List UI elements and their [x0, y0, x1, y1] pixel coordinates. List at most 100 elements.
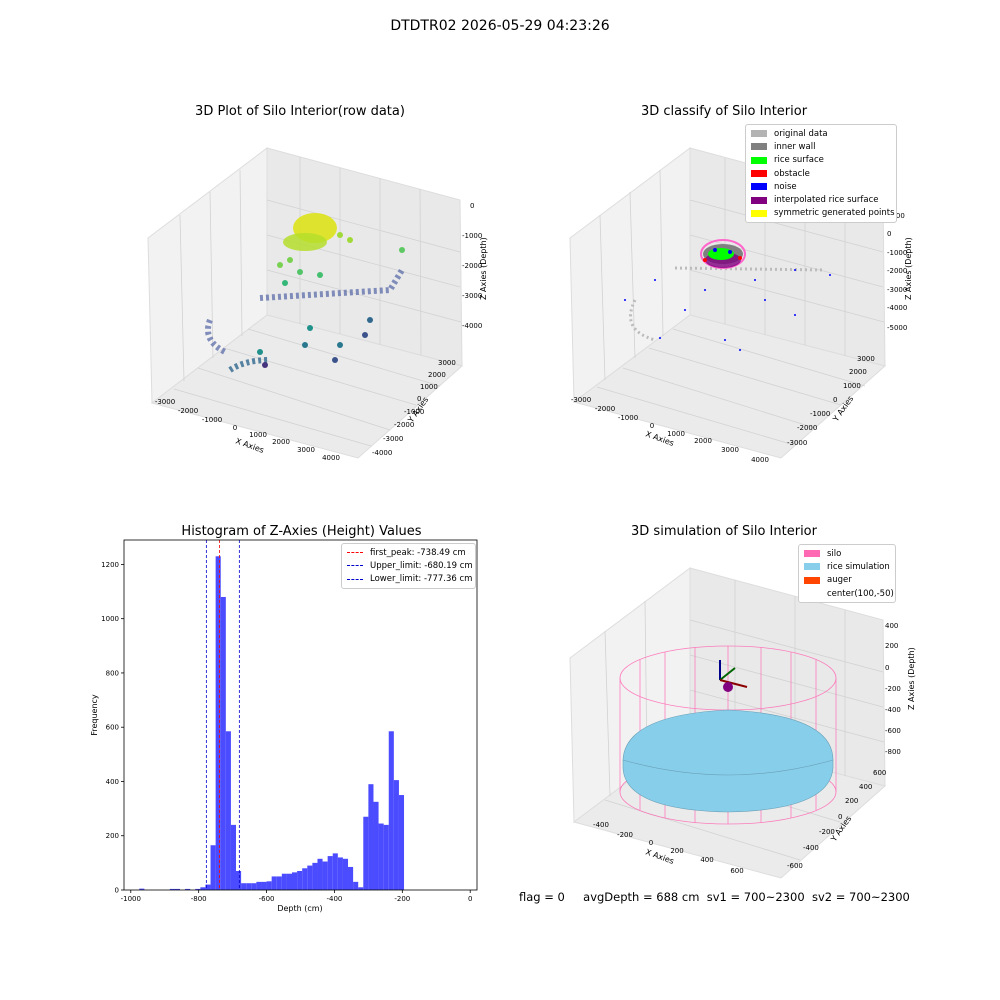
- simulation-y-tick: 400: [859, 783, 872, 791]
- legend-swatch: [751, 170, 767, 178]
- simulation-x-tick: -400: [593, 821, 609, 829]
- histogram-bar: [256, 881, 262, 890]
- simulation-y-tick: -400: [803, 844, 819, 852]
- classify-y-tick: -2000: [797, 424, 817, 432]
- classify-x-tick: -3000: [571, 396, 591, 404]
- histogram-bar: [210, 845, 216, 890]
- histogram-x-tick-label: -200: [394, 895, 410, 903]
- legend-line: [347, 552, 363, 554]
- legend-swatch: [804, 563, 820, 571]
- histogram-x-tick-label: -600: [259, 895, 275, 903]
- legend-label: original data: [774, 128, 828, 139]
- legend-item: center(100,-50): [799, 587, 895, 600]
- legend-swatch: [751, 209, 767, 217]
- histogram-bar: [200, 887, 206, 890]
- raw-y-tick: -1000: [404, 408, 424, 416]
- legend-swatch: [751, 183, 767, 191]
- legend-label: silo: [827, 548, 842, 559]
- legend-label: first_peak: -738.49 cm: [370, 547, 466, 558]
- simulation-x-tick: 400: [700, 856, 713, 864]
- classify-x-tick: 0: [650, 422, 654, 430]
- histogram-bar: [378, 823, 384, 890]
- histogram-bar: [271, 876, 277, 890]
- raw-x-tick: 4000: [322, 454, 340, 462]
- raw-y-tick: 0: [417, 395, 421, 403]
- simulation-legend: silo rice simulation auger center(100,-5…: [798, 544, 896, 604]
- classify-y-tick: 0: [833, 396, 837, 404]
- raw-3d-panes: [147, 146, 464, 459]
- classify-3d-points: [624, 239, 831, 351]
- status-line: flag = 0 avgDepth = 688 cm sv1 = 700~230…: [519, 890, 910, 904]
- histogram-bar: [236, 871, 242, 890]
- histogram-x-tick-label: -400: [326, 895, 342, 903]
- histogram-bar: [139, 888, 145, 890]
- legend-item: first_peak: -738.49 cm: [342, 546, 475, 559]
- raw-3d-x-ticks: -3000 -2000 -1000 0 1000 2000 3000 4000: [155, 398, 340, 462]
- classify-y-tick: 1000: [843, 382, 861, 390]
- legend-label: noise: [774, 181, 797, 192]
- histogram-bar: [322, 861, 328, 890]
- classify-z-tick: 0: [887, 230, 891, 238]
- simulation-y-tick: -200: [819, 828, 835, 836]
- histogram-bar: [169, 888, 175, 890]
- raw-y-tick: 1000: [420, 383, 438, 391]
- histogram-x-ticks: -1000 -800 -600 -400 -200 0: [121, 890, 472, 903]
- classify-plot-title: 3D classify of Silo Interior: [640, 104, 808, 119]
- histogram-bar: [241, 883, 247, 890]
- histogram-bar: [185, 888, 191, 890]
- histogram-x-label: Depth (cm): [277, 904, 322, 913]
- histogram-bar: [337, 857, 343, 890]
- histogram-bar: [302, 868, 308, 890]
- simulation-y-tick: 0: [838, 813, 842, 821]
- raw-x-tick: 0: [233, 424, 237, 432]
- histogram-bar: [276, 876, 282, 890]
- histogram-bar: [342, 858, 349, 890]
- legend-label: rice surface: [774, 155, 824, 166]
- flag-text: flag = 0: [519, 890, 565, 904]
- classify-x-tick: 3000: [721, 446, 739, 454]
- classify-z-tick: -4000: [887, 304, 907, 312]
- legend-item: obstacle: [746, 167, 896, 180]
- histogram-bar: [363, 816, 369, 890]
- histogram-bar: [383, 824, 389, 890]
- histogram-bar: [281, 873, 287, 890]
- classify-z-tick: -5000: [887, 324, 907, 332]
- legend-item: rice surface: [746, 154, 896, 167]
- legend-item: symmetric generated points: [746, 207, 896, 220]
- rice-simulation-surface: [622, 709, 834, 813]
- histogram-bar: [266, 881, 272, 890]
- simulation-3d-z-ticks: 400 200 0 -200 -400 -600 -800: [885, 622, 901, 756]
- simulation-plot-title: 3D simulation of Silo Interior: [631, 524, 817, 539]
- simulation-x-tick: 0: [649, 839, 653, 847]
- histogram-bar: [215, 556, 221, 890]
- figure-title: DTDTR02 2026-05-29 04:23:26: [390, 18, 610, 34]
- simulation-z-axis-label: Z Axies (Depth): [907, 647, 916, 710]
- classify-x-tick: 2000: [694, 437, 712, 445]
- histogram-y-label: Frequency: [90, 694, 99, 736]
- raw-3d-gridlines: [173, 157, 462, 447]
- classify-legend: original data inner wall rice surface ob…: [745, 124, 897, 224]
- legend-swatch: [804, 590, 820, 597]
- legend-swatch: [804, 550, 820, 558]
- legend-line: [347, 565, 363, 567]
- simulation-z-tick: -200: [885, 685, 901, 693]
- simulation-x-tick: 600: [730, 867, 743, 875]
- histogram-bar: [393, 780, 399, 890]
- avg-depth-text: avgDepth = 688 cm: [583, 890, 700, 904]
- auger-marker: [719, 660, 748, 692]
- legend-item: interpolated rice surface: [746, 193, 896, 206]
- histogram-y-ticks: 0 200 400 600 800 1000 1200: [101, 561, 124, 895]
- raw-x-tick: -2000: [178, 407, 198, 415]
- histogram-bar: [286, 873, 293, 890]
- raw-3d-z-ticks: 0 -1000 -2000 -3000 -4000: [462, 202, 482, 330]
- histogram-legend: first_peak: -738.49 cm Upper_limit: -680…: [341, 543, 476, 589]
- raw-z-tick: -4000: [462, 322, 482, 330]
- histogram-bar: [174, 888, 181, 890]
- histogram-bar: [225, 731, 231, 890]
- histogram-title: Histogram of Z-Axies (Height) Values: [181, 524, 422, 539]
- legend-item: original data: [746, 127, 896, 140]
- simulation-3d-x-ticks: -400 -200 0 200 400 600: [593, 821, 744, 875]
- classify-z-tick: -3000: [887, 286, 907, 294]
- legend-item: inner wall: [746, 140, 896, 153]
